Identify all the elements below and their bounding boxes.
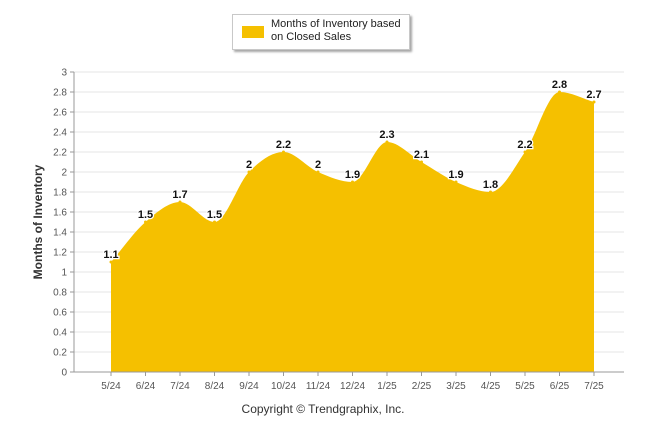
x-tick-label: 5/25 — [515, 381, 535, 392]
copyright-text: Copyright © Trendgraphix, Inc. — [241, 402, 405, 416]
data-label: 2 — [315, 159, 321, 171]
data-labels: 1.1 1.5 1.7 1.5 2 2.2 2 1.9 2.3 2.1 1.9 1.8 2.2 2.8 2.… — [102, 78, 603, 264]
area-series — [111, 92, 594, 372]
data-point — [592, 100, 596, 104]
y-tick-label: 1.2 — [53, 248, 67, 259]
data-point — [178, 200, 182, 204]
data-label: 2.2 — [276, 139, 291, 151]
x-tick-label: 7/25 — [584, 381, 604, 392]
x-tick-label: 6/25 — [550, 381, 570, 392]
legend-label: Months of Inventory based on Closed Sale… — [271, 18, 407, 44]
y-tick-label: 0 — [61, 368, 67, 379]
data-label: 1.5 — [207, 209, 222, 221]
y-tick-label: 2.6 — [53, 108, 67, 119]
data-label: 2.7 — [586, 89, 601, 101]
data-point — [109, 260, 113, 264]
data-label: 1.9 — [345, 169, 360, 181]
x-tick-label: 2/25 — [412, 381, 432, 392]
data-point — [282, 150, 285, 154]
legend-swatch — [242, 26, 264, 38]
y-tick-label: 2 — [61, 168, 67, 179]
x-tick-label: 9/24 — [239, 381, 259, 392]
data-label: 1.5 — [138, 209, 153, 221]
x-tick-label: 6/24 — [136, 381, 156, 392]
y-tick-label: 2.8 — [53, 88, 67, 99]
y-tick-label: 1.6 — [53, 208, 67, 219]
y-tick-label: 3 — [61, 68, 67, 79]
data-point — [316, 170, 320, 174]
data-point — [385, 140, 389, 144]
data-point — [247, 170, 251, 174]
data-label: 1.7 — [172, 189, 187, 201]
y-tick-label: 1.8 — [53, 188, 67, 199]
x-tick-label: 4/25 — [481, 381, 501, 392]
legend: Months of Inventory based on Closed Sale… — [232, 14, 410, 50]
x-tick-label: 5/24 — [101, 381, 121, 392]
data-label: 2.3 — [379, 129, 394, 141]
area-layer — [111, 92, 594, 372]
data-point — [558, 90, 561, 94]
data-point — [351, 180, 354, 184]
y-tick-label: 1 — [61, 268, 67, 279]
x-tick-label: 12/24 — [340, 381, 365, 392]
data-point — [489, 190, 492, 194]
data-point — [420, 160, 423, 164]
y-ticks: 0 0.2 0.4 0.6 0.8 1 1.2 1.4 1.6 1.8 2 2.2 2.4 2.6 2.8 3 — [53, 68, 74, 379]
x-tick-label: 8/24 — [205, 381, 225, 392]
y-tick-label: 0.8 — [53, 288, 67, 299]
axes — [73, 72, 624, 373]
x-ticks: 5/24 6/24 7/24 8/24 9/24 10/24 11/24 12/24 1/25 2… — [101, 372, 604, 392]
y-tick-label: 0.4 — [53, 328, 67, 339]
data-point — [523, 150, 527, 154]
x-tick-label: 3/25 — [446, 381, 466, 392]
x-tick-label: 10/24 — [271, 381, 296, 392]
x-tick-label: 11/24 — [306, 381, 331, 392]
legend-label-line2: on Closed Sales — [271, 31, 352, 43]
data-label: 1.8 — [483, 179, 498, 191]
data-label: 1.1 — [103, 249, 118, 261]
y-tick-label: 2.2 — [53, 148, 67, 159]
y-axis-label: Months of Inventory — [31, 164, 45, 280]
y-tick-label: 2.4 — [53, 128, 67, 139]
x-tick-label: 1/25 — [377, 381, 397, 392]
data-point — [454, 180, 458, 184]
x-tick-label: 7/24 — [170, 381, 190, 392]
data-label: 2.2 — [517, 139, 532, 151]
y-tick-label: 1.4 — [53, 228, 67, 239]
y-tick-label: 0.2 — [53, 348, 67, 359]
data-label: 2 — [246, 159, 252, 171]
data-point — [213, 220, 216, 224]
data-label: 2.1 — [414, 149, 429, 161]
y-tick-label: 0.6 — [53, 308, 67, 319]
data-label: 2.8 — [552, 79, 567, 91]
data-point — [144, 220, 147, 224]
data-label: 1.9 — [448, 169, 463, 181]
legend-label-line1: Months of Inventory based — [271, 18, 401, 30]
